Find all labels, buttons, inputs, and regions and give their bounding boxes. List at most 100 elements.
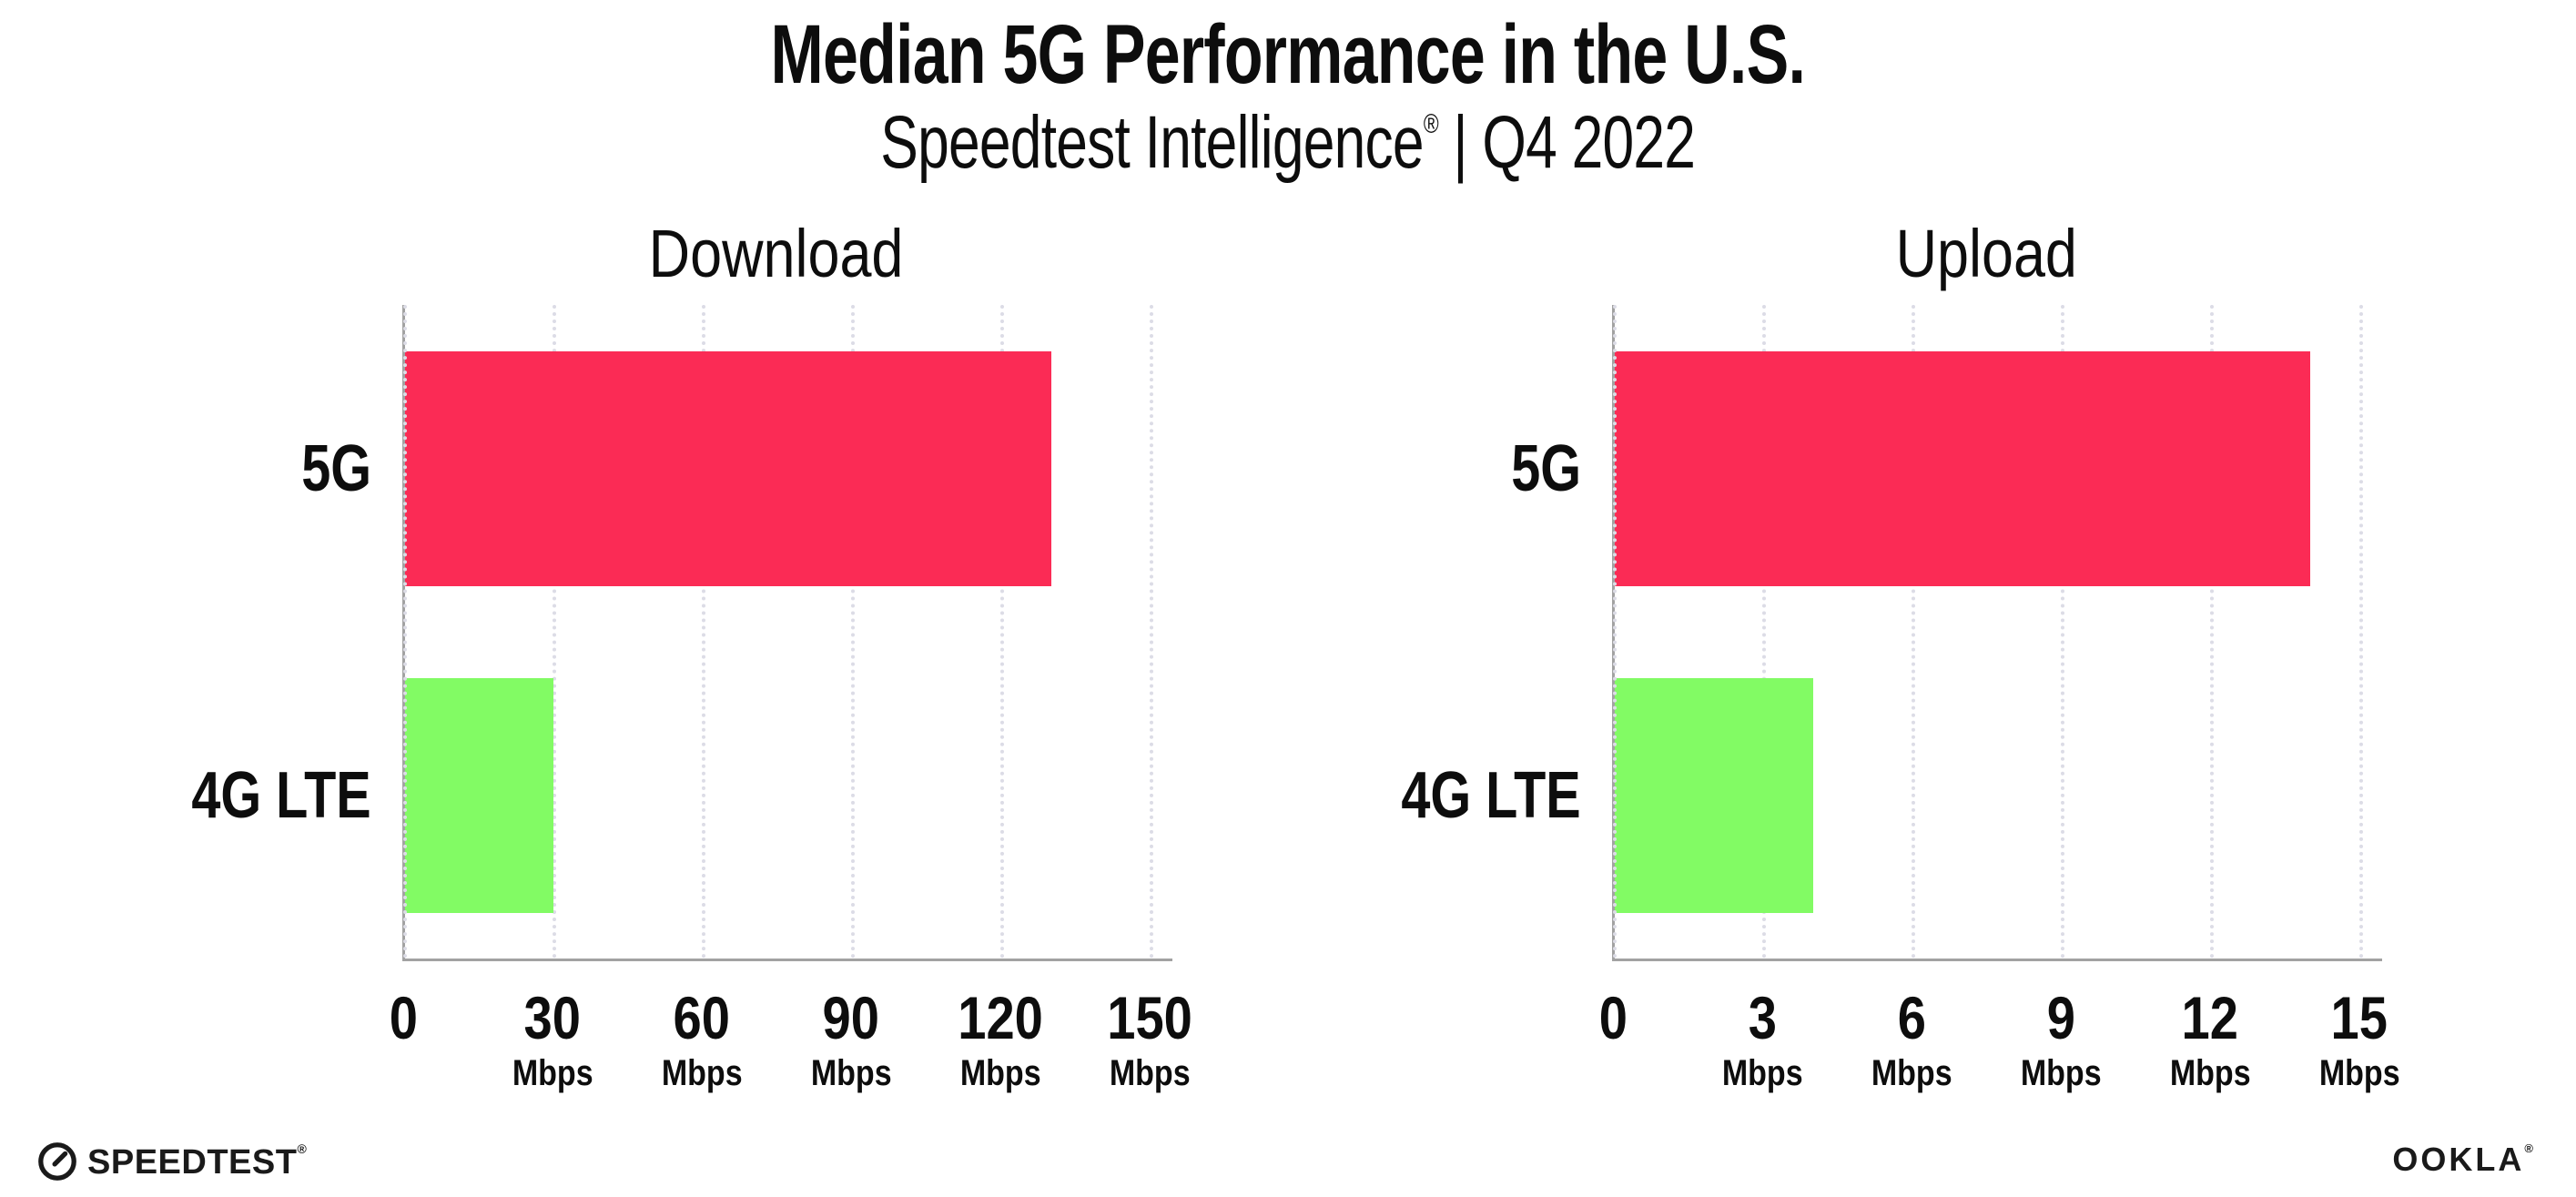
y-category-label: 4G LTE bbox=[147, 763, 371, 828]
download-plot-area: 0 30 Mbps 60 Mbps 90 Mbps 120 Mbps 150 Mbps bbox=[389, 305, 1192, 1091]
subtitle-period: | Q4 2022 bbox=[1438, 100, 1697, 184]
x-tick-unit: Mbps bbox=[1059, 1055, 1241, 1091]
x-tick-label: 15 Mbps bbox=[2268, 988, 2450, 1091]
x-tick-value-text: 150 bbox=[1107, 984, 1192, 1051]
x-tick-unit-text: Mbps bbox=[810, 1053, 892, 1093]
upload-plot-area: 0 3 Mbps 6 Mbps 9 Mbps 12 Mbps 15 Mbps bbox=[1598, 305, 2399, 1091]
x-tick-unit: Mbps bbox=[611, 1055, 793, 1091]
x-tick-unit: Mbps bbox=[2119, 1055, 2301, 1091]
x-tick-label: 150 Mbps bbox=[1059, 988, 1241, 1091]
gridline bbox=[851, 305, 855, 959]
gridline bbox=[2210, 305, 2214, 959]
x-tick-label: 0 bbox=[312, 988, 494, 1048]
x-tick-value: 0 bbox=[1522, 988, 1704, 1048]
x-tick-unit-text: Mbps bbox=[512, 1053, 593, 1093]
x-tick-unit: Mbps bbox=[2268, 1055, 2450, 1091]
x-tick-unit-text: Mbps bbox=[2318, 1053, 2400, 1093]
y-category-label: 5G bbox=[284, 436, 371, 502]
header: Median 5G Performance in the U.S. Speedt… bbox=[0, 0, 2576, 184]
gridline bbox=[1613, 305, 1617, 959]
x-tick-value: 6 bbox=[1820, 988, 2003, 1048]
ookla-label: OOKLA bbox=[2392, 1141, 2525, 1178]
x-axis bbox=[402, 959, 1172, 961]
x-tick-label: 6 Mbps bbox=[1820, 988, 2003, 1091]
x-tick-unit-text: Mbps bbox=[2169, 1053, 2251, 1093]
x-tick-value: 0 bbox=[312, 988, 494, 1048]
x-tick-value-text: 90 bbox=[822, 984, 880, 1051]
x-tick-label: 12 Mbps bbox=[2119, 988, 2301, 1091]
download-chart-title-text: Download bbox=[649, 216, 904, 291]
speedtest-logo: SPEEDTEST® bbox=[36, 1141, 307, 1182]
gridline bbox=[403, 305, 407, 959]
x-tick-unit-text: Mbps bbox=[1109, 1053, 1191, 1093]
page-title: Median 5G Performance in the U.S. bbox=[0, 0, 2576, 99]
page-subtitle: Speedtest Intelligence® | Q4 2022 bbox=[0, 101, 2576, 185]
x-tick-unit: Mbps bbox=[1970, 1055, 2152, 1091]
x-tick-value: 3 bbox=[1671, 988, 1853, 1048]
x-tick-label: 120 Mbps bbox=[909, 988, 1091, 1091]
x-tick-unit-text: Mbps bbox=[959, 1053, 1041, 1093]
x-tick-value-text: 9 bbox=[2046, 984, 2075, 1051]
download-chart-title: Download bbox=[403, 218, 1150, 289]
x-tick-unit-text: Mbps bbox=[1871, 1053, 1952, 1093]
upload-chart: Upload 0 3 Mbps 6 Mbps 9 Mbps 12 Mbps 15 Mbps 5G 4G… bbox=[1288, 209, 2576, 1111]
y-category-label-text: 4G LTE bbox=[191, 758, 371, 832]
x-tick-unit: Mbps bbox=[1820, 1055, 2003, 1091]
x-tick-unit-text: Mbps bbox=[661, 1053, 743, 1093]
speedtest-label: SPEEDTEST bbox=[87, 1142, 298, 1182]
x-tick-value: 120 bbox=[909, 988, 1091, 1048]
bar-5g bbox=[1614, 350, 2311, 586]
gridline bbox=[553, 305, 556, 959]
gridline bbox=[2061, 305, 2064, 959]
bar-5g bbox=[404, 350, 1051, 586]
x-tick-label: 3 Mbps bbox=[1671, 988, 1853, 1091]
x-tick-value-text: 60 bbox=[673, 984, 731, 1051]
download-chart: Download 0 30 Mbps 60 Mbps 90 Mbps 120 Mbps 150 Mb… bbox=[0, 209, 1288, 1111]
x-tick-value: 9 bbox=[1970, 988, 2152, 1048]
x-tick-value: 30 bbox=[461, 988, 644, 1048]
x-tick-label: 90 Mbps bbox=[760, 988, 942, 1091]
x-tick-unit-text: Mbps bbox=[2020, 1053, 2102, 1093]
bar-4g-lte bbox=[404, 677, 553, 913]
speedtest-registered-mark: ® bbox=[297, 1141, 308, 1156]
gridline bbox=[1150, 305, 1153, 959]
x-tick-value-text: 6 bbox=[1897, 984, 1926, 1051]
x-tick-unit: Mbps bbox=[461, 1055, 644, 1091]
x-tick-value: 90 bbox=[760, 988, 942, 1048]
ookla-registered-mark: ® bbox=[2524, 1141, 2536, 1155]
x-tick-unit: Mbps bbox=[1671, 1055, 1853, 1091]
x-tick-value: 12 bbox=[2119, 988, 2301, 1048]
upload-chart-title: Upload bbox=[1613, 218, 2359, 289]
x-tick-value: 150 bbox=[1059, 988, 1241, 1048]
x-tick-label: 9 Mbps bbox=[1970, 988, 2152, 1091]
x-tick-value-text: 0 bbox=[1598, 984, 1628, 1051]
y-category-label: 4G LTE bbox=[1356, 763, 1581, 828]
speedometer-icon bbox=[36, 1141, 78, 1182]
y-category-label-text: 4G LTE bbox=[1401, 758, 1581, 832]
x-tick-value-text: 15 bbox=[2330, 984, 2388, 1051]
ookla-wordmark: OOKLA® bbox=[2392, 1141, 2536, 1178]
gridline bbox=[1000, 305, 1004, 959]
y-category-label-text: 5G bbox=[301, 431, 371, 505]
ookla-logo: OOKLA® bbox=[2392, 1141, 2536, 1179]
bar-4g-lte bbox=[1614, 677, 1813, 913]
gridline bbox=[702, 305, 705, 959]
x-tick-value-text: 3 bbox=[1748, 984, 1777, 1051]
x-tick-value-text: 0 bbox=[389, 984, 418, 1051]
gridline bbox=[1762, 305, 1766, 959]
x-tick-unit: Mbps bbox=[760, 1055, 942, 1091]
x-tick-value-text: 30 bbox=[523, 984, 582, 1051]
x-tick-unit-text: Mbps bbox=[1721, 1053, 1803, 1093]
upload-chart-title-text: Upload bbox=[1895, 216, 2077, 291]
x-tick-unit: Mbps bbox=[909, 1055, 1091, 1091]
x-axis bbox=[1612, 959, 2382, 961]
x-tick-value-text: 120 bbox=[958, 984, 1043, 1051]
x-tick-value: 15 bbox=[2268, 988, 2450, 1048]
gridline bbox=[2359, 305, 2363, 959]
gridline bbox=[1912, 305, 1915, 959]
registered-mark: ® bbox=[1424, 108, 1439, 139]
x-tick-label: 0 bbox=[1522, 988, 1704, 1048]
x-tick-label: 60 Mbps bbox=[611, 988, 793, 1091]
y-category-label-text: 5G bbox=[1511, 431, 1581, 505]
